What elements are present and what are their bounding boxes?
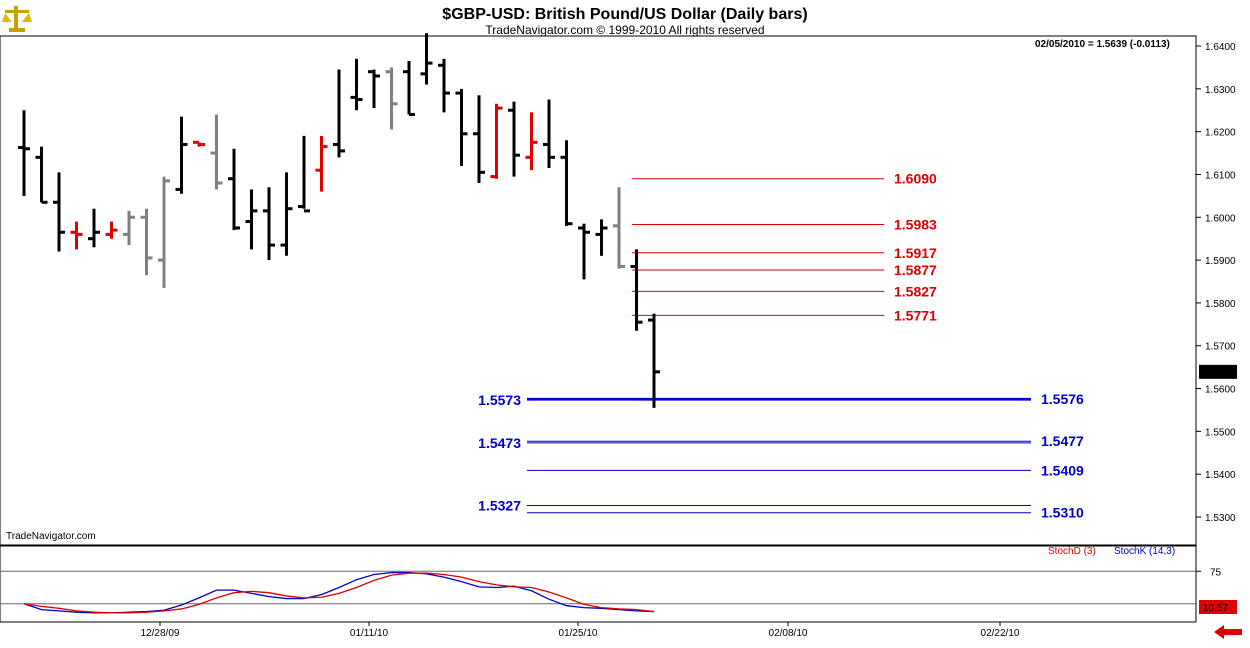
- ohlc-bar: [53, 172, 65, 252]
- ohlc-bar: [280, 172, 293, 256]
- ohlc-bar: [403, 60, 415, 117]
- last-price-marker: 1.5639: [1199, 364, 1237, 379]
- support-label: 1.5477: [1041, 433, 1084, 449]
- last-price-label: 1.5639: [1203, 368, 1234, 379]
- price-tick-label: 1.6100: [1205, 170, 1236, 181]
- ohlc-bar: [473, 95, 485, 184]
- date-tick-label: 01/25/10: [559, 628, 598, 639]
- chart-title: $GBP-USD: British Pound/US Dollar (Daily…: [442, 6, 807, 23]
- stoch-last-label: 10.57: [1203, 603, 1228, 614]
- stoch-last-marker: 10.57: [1199, 600, 1237, 614]
- resistance-label: 1.5983: [894, 217, 937, 233]
- ohlc-bar: [35, 146, 48, 204]
- ohlc-bar: [245, 189, 258, 250]
- ohlc-bar: [315, 135, 328, 192]
- price-tick-label: 1.5400: [1205, 470, 1236, 481]
- date-tick-label: 02/22/10: [981, 628, 1020, 639]
- ohlc-bar: [508, 101, 520, 177]
- stoch-series-line: [23, 572, 655, 614]
- stoch-panel-frame: [0, 545, 1197, 623]
- ohlc-bar: [438, 58, 450, 113]
- ohlc-bar: [455, 88, 468, 166]
- price-tick-label: 1.6200: [1205, 128, 1236, 139]
- ohlc-bar: [368, 69, 380, 109]
- stoch-tick-label: 75: [1210, 567, 1222, 578]
- ohlc-bar: [105, 221, 118, 239]
- ohlc-bar: [595, 219, 608, 256]
- support-label: 1.5310: [1041, 505, 1084, 521]
- ohlc-bar: [88, 208, 100, 248]
- ohlc-bar: [140, 208, 153, 276]
- resistance-label: 1.5771: [894, 307, 937, 323]
- price-tick-label: 1.5800: [1205, 299, 1236, 310]
- scroll-left-arrow-icon[interactable]: [1214, 625, 1242, 639]
- price-tick-label: 1.6400: [1205, 42, 1236, 53]
- ohlc-bar: [298, 135, 310, 213]
- date-x-axis: 12/28/09 01/11/10 01/25/10 02/08/10 02/22/10: [141, 622, 1020, 639]
- ohlc-bar: [70, 221, 83, 250]
- resistance-label: 1.5917: [894, 245, 937, 261]
- quote-box: 02/05/2010 = 1.5639 (-0.0113): [1035, 39, 1170, 50]
- price-y-axis: 1.6400 1.6300 1.6200 1.6100 1.6000 1.5900 1.58…: [1196, 42, 1236, 524]
- ohlc-bar: [350, 58, 363, 111]
- ohlc-bars-layer: [18, 33, 660, 408]
- watermark: TradeNavigator.com: [6, 531, 96, 542]
- chart-subtitle: TradeNavigator.com © 1999-2010 All right…: [485, 23, 764, 37]
- price-tick-label: 1.6000: [1205, 213, 1236, 224]
- support-label: 1.5576: [1041, 391, 1084, 407]
- ohlc-bar: [420, 33, 433, 85]
- resistance-label: 1.6090: [894, 171, 937, 187]
- support-label: 1.5409: [1041, 462, 1084, 478]
- price-tick-label: 1.5700: [1205, 342, 1236, 353]
- ohlc-bar: [333, 69, 345, 158]
- price-tick-label: 1.6300: [1205, 85, 1236, 96]
- ohlc-bar: [18, 110, 30, 196]
- ohlc-bar: [210, 114, 223, 190]
- resistance-label: 1.5877: [894, 262, 937, 278]
- scales-logo-icon[interactable]: [2, 6, 32, 32]
- ohlc-bar: [385, 67, 398, 130]
- price-panel-frame: [0, 35, 1197, 546]
- ohlc-bar: [560, 140, 573, 226]
- ohlc-bar: [193, 140, 205, 147]
- ohlc-bar: [543, 99, 555, 169]
- ohlc-bar: [490, 103, 503, 179]
- price-tick-label: 1.5900: [1205, 256, 1236, 267]
- ohlc-bar: [175, 116, 188, 194]
- stoch-lines-layer: 75: [0, 567, 1222, 614]
- legend-stochd: StochD (3): [1048, 546, 1096, 557]
- ohlc-bar: [630, 249, 643, 331]
- ohlc-bar: [648, 313, 660, 408]
- ohlc-bar: [123, 210, 135, 246]
- ohlc-bar: [228, 148, 240, 231]
- ohlc-bar: [613, 187, 625, 269]
- support-left-label: 1.5573: [478, 392, 521, 408]
- resistance-label: 1.5827: [894, 283, 937, 299]
- price-tick-label: 1.5600: [1205, 385, 1236, 396]
- ohlc-bar: [525, 112, 538, 171]
- support-left-label: 1.5473: [478, 435, 521, 451]
- date-tick-label: 02/08/10: [769, 628, 808, 639]
- ohlc-bar: [578, 223, 590, 280]
- price-tick-label: 1.5300: [1205, 513, 1236, 524]
- ohlc-bar: [263, 187, 275, 261]
- price-tick-label: 1.5500: [1205, 427, 1236, 438]
- support-left-label: 1.5327: [478, 497, 521, 513]
- legend-stochk: StochK (14,3): [1114, 546, 1175, 557]
- date-tick-label: 12/28/09: [141, 628, 180, 639]
- ohlc-bar: [158, 176, 170, 288]
- date-tick-label: 01/11/10: [350, 628, 389, 639]
